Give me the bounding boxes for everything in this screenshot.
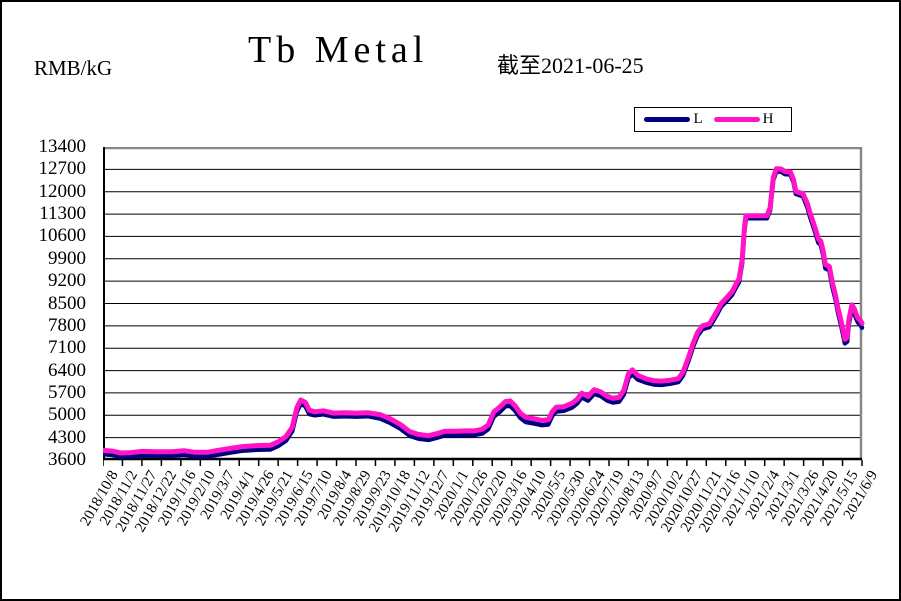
y-tick-label: 10600	[38, 225, 87, 247]
y-tick-label: 3600	[48, 449, 86, 470]
y-tick-label: 11300	[39, 203, 86, 225]
as-of-date-label: 截至2021-06-25	[497, 53, 644, 78]
legend-line-l-icon	[644, 117, 691, 122]
plot-area	[100, 146, 865, 469]
y-axis-unit-label: RMB/kG	[34, 56, 113, 80]
chart-svg	[100, 146, 865, 466]
y-tick-label: 4300	[48, 426, 86, 448]
y-tick-label: 5700	[48, 381, 86, 403]
y-tick-label: 6400	[48, 359, 86, 381]
y-tick-label: 12700	[38, 158, 87, 180]
legend-line-h-icon	[713, 117, 760, 122]
y-tick-label: 12000	[38, 180, 87, 202]
y-tick-label: 8500	[48, 292, 86, 314]
y-tick-label: 9200	[48, 270, 86, 292]
legend-label-l: L	[693, 111, 703, 127]
y-tick-label: 7100	[48, 337, 86, 359]
series-line-H	[100, 166, 865, 456]
y-tick-label: 13400	[38, 136, 87, 157]
y-tick-label: 9900	[48, 247, 86, 269]
chart-title: Tb Metal	[248, 29, 429, 71]
legend-label-h: H	[762, 111, 774, 127]
y-tick-label: 7800	[48, 314, 86, 336]
y-tick-label: 5000	[48, 404, 86, 426]
